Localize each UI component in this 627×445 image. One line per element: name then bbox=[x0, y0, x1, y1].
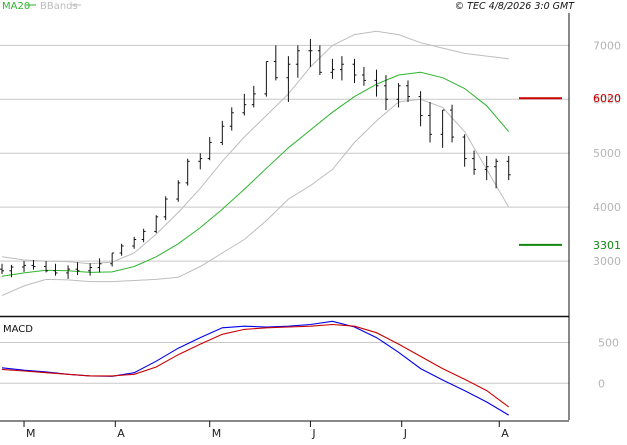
signal-line bbox=[1, 323, 510, 408]
ohlc-bar bbox=[229, 107, 234, 131]
ohlc-bar bbox=[242, 93, 247, 116]
ohlc-bar bbox=[506, 155, 511, 181]
ohlc-bar bbox=[141, 228, 146, 243]
ohlc-bar bbox=[440, 109, 445, 148]
x-tick-label: A bbox=[117, 427, 125, 440]
ohlc-bar bbox=[251, 85, 256, 108]
ohlc-bar bbox=[97, 258, 102, 273]
ohlc-bar bbox=[383, 75, 388, 111]
ohlc-bar bbox=[110, 252, 115, 267]
macd-y-tick-label: 500 bbox=[598, 336, 619, 349]
price-y-tick-label: 5000 bbox=[593, 147, 621, 160]
x-tick-label: J bbox=[311, 427, 315, 440]
price-y-tick-label: 6000 bbox=[593, 93, 621, 106]
macd-panel: 500 0 bbox=[0, 320, 619, 416]
bbands-upper-line bbox=[1, 30, 509, 265]
ohlc-bar bbox=[9, 264, 14, 278]
ohlc-bar bbox=[286, 56, 291, 102]
ohlc-bar bbox=[308, 38, 313, 67]
ohlc-bar bbox=[220, 120, 225, 146]
ohlc-bar bbox=[396, 83, 401, 108]
ohlc-bar bbox=[295, 45, 300, 78]
bbands-lower-line bbox=[1, 98, 510, 297]
ma20-line bbox=[1, 71, 510, 277]
ohlc-bar bbox=[176, 180, 181, 202]
macd-panel-title: MACD bbox=[3, 324, 33, 335]
ohlc-bar bbox=[418, 91, 423, 127]
legend-bbands: BBands bbox=[40, 1, 78, 12]
price-y-tick-label: 7000 bbox=[593, 39, 621, 52]
x-tick-label: M bbox=[26, 427, 36, 440]
ohlc-bar bbox=[198, 153, 203, 170]
legend-ma20: MA20 bbox=[2, 1, 30, 12]
ohlc-bar bbox=[472, 150, 477, 175]
price-y-tick-label: 3000 bbox=[593, 255, 621, 268]
price-y-tick-label: 4000 bbox=[593, 201, 621, 214]
ohlc-bar bbox=[361, 66, 366, 86]
ohlc-bar bbox=[88, 263, 93, 276]
ohlc-bar bbox=[66, 265, 71, 279]
ohlc-bar bbox=[264, 61, 269, 97]
ohlc-bar bbox=[207, 137, 212, 161]
ohlc-bar bbox=[317, 45, 322, 76]
ohlc-bar bbox=[374, 69, 379, 97]
ohlc-bar bbox=[185, 158, 190, 186]
ohlc-bar bbox=[22, 261, 27, 272]
macd-y-tick-label: 0 bbox=[598, 377, 605, 390]
macd-line bbox=[1, 320, 509, 416]
ohlc-bar bbox=[428, 101, 433, 143]
ohlc-bar bbox=[352, 58, 357, 84]
ohlc-bar bbox=[119, 243, 124, 256]
ohlc-bar bbox=[494, 158, 499, 189]
ohlc-bar bbox=[273, 45, 278, 81]
copyright-timestamp: © TEC 4/8/2026 3:0 GMT bbox=[455, 1, 576, 12]
x-tick-label: J bbox=[403, 427, 407, 440]
ohlc-bar bbox=[0, 263, 4, 275]
ohlc-bar bbox=[154, 215, 159, 234]
ohlc-bar bbox=[163, 196, 168, 221]
ohlc-bar bbox=[31, 259, 36, 270]
ohlc-bar bbox=[450, 104, 455, 143]
ohlc-bar bbox=[53, 263, 58, 276]
ohlc-bar bbox=[75, 262, 80, 276]
ohlc-bar bbox=[405, 80, 410, 102]
price-panel: 7000 6000 5000 4000 3000 6020 3301 bbox=[0, 30, 621, 297]
support-level-label: 3301 bbox=[593, 239, 621, 252]
x-tick-label: M bbox=[212, 427, 222, 440]
ohlc-bar bbox=[330, 58, 335, 79]
ohlc-bar bbox=[484, 155, 489, 181]
ohlc-bar bbox=[132, 236, 137, 249]
ohlc-bar bbox=[462, 134, 467, 167]
ohlc-bar bbox=[339, 56, 344, 81]
ohlc-bar bbox=[44, 261, 49, 273]
x-tick-label: A bbox=[501, 427, 509, 440]
resistance-level-label: 6020 bbox=[593, 92, 621, 105]
